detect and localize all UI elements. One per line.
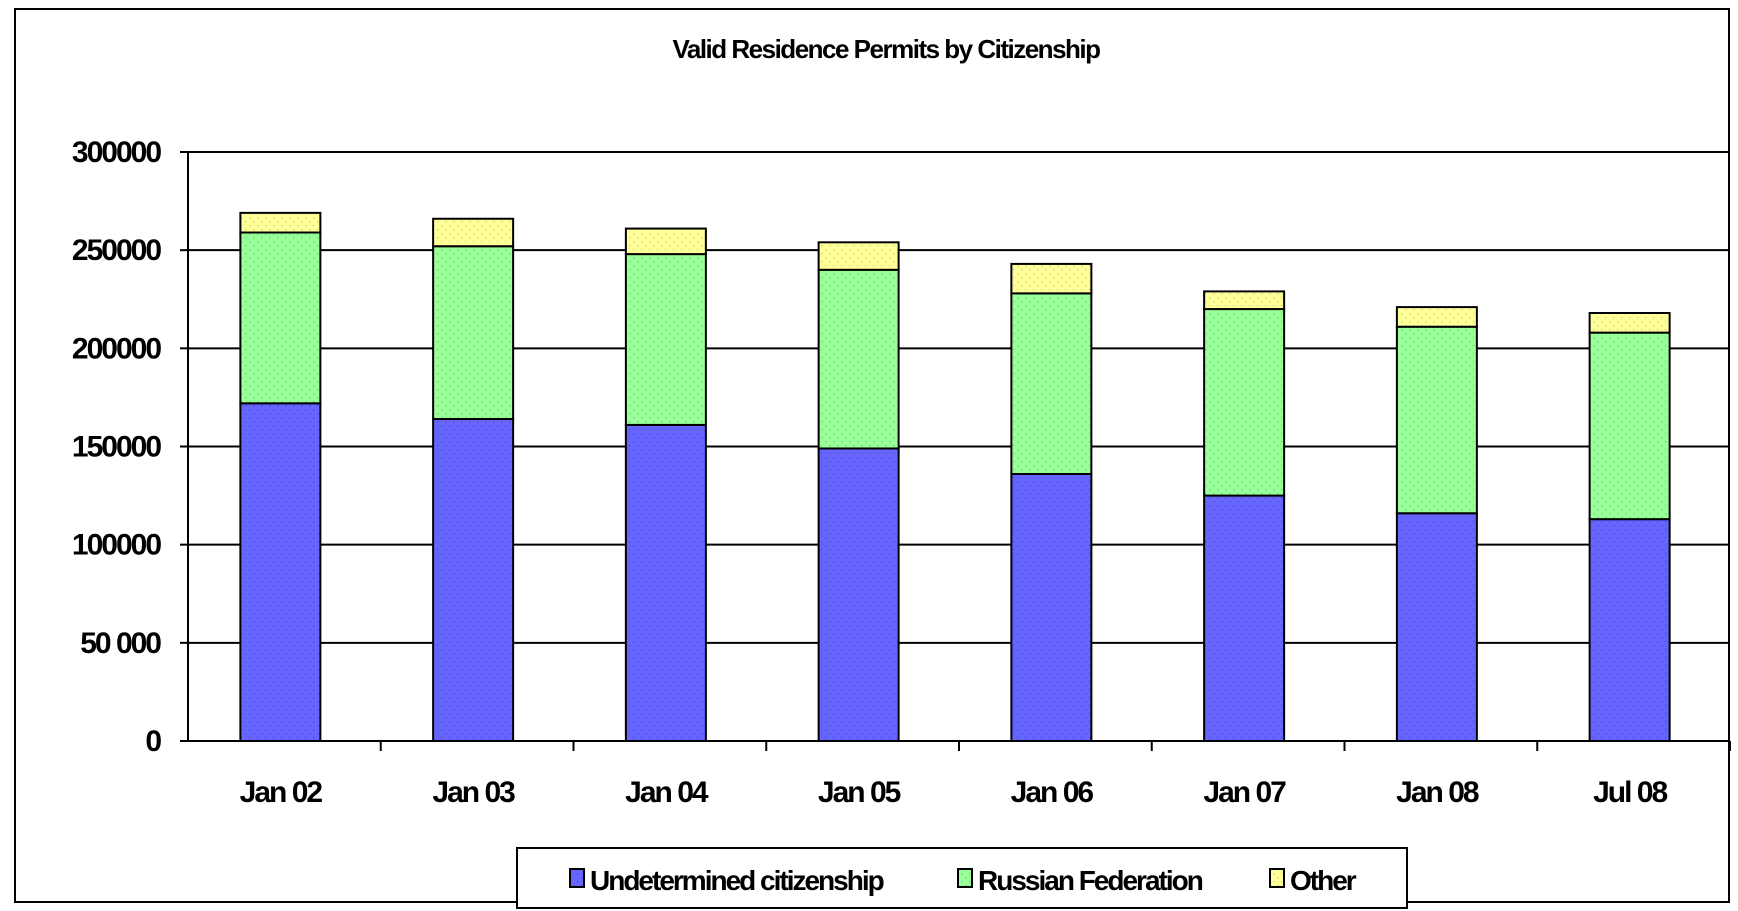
bar-segment [1395,325,1478,515]
legend-swatch [957,868,973,888]
bar-segment [1395,512,1478,743]
bars [239,211,1671,743]
bar-segment [432,245,515,421]
x-tick-label: Jul 08 [1593,776,1667,809]
gridlines [180,151,1730,742]
bar-segment [239,231,322,405]
bar-segment [1010,472,1093,742]
x-tick-label: Jan 05 [818,776,901,809]
bar-segment [1588,331,1671,521]
y-tick-label: 50 000 [80,627,161,660]
bar-segment [432,217,515,248]
legend-swatch [1269,868,1285,888]
bar-segment [239,211,322,234]
bar-segment [624,423,707,742]
bar-segment [1203,290,1286,311]
legend-label: Other [1290,865,1357,896]
x-tick-label: Jan 06 [1011,776,1094,809]
y-tick-label: 0 [145,725,161,758]
bar-segment [239,402,322,742]
y-tick-label: 150000 [72,431,161,464]
legend: Undetermined citizenship Russian Federati… [516,847,1408,909]
bar-segment [1010,262,1093,295]
bar-segment [1203,308,1286,497]
y-tick-label: 200000 [72,332,161,365]
x-axis-tick-labels: Jan 02 Jan 03 Jan 04 Jan 05 Jan 06 Jan 07 Jan … [240,776,1670,809]
legend-swatch [569,868,585,888]
bar-segment [817,447,900,742]
y-tick-label: 100000 [72,529,161,562]
x-tick-label: Jan 03 [432,776,515,809]
legend-label: Russian Federation [978,865,1203,896]
y-tick-label: 300000 [72,136,161,169]
bar-segment [817,241,900,271]
bar-segment [817,268,900,450]
x-tick-label: Jan 02 [240,776,323,809]
bar-segment [432,418,515,742]
x-tick-label: Jan 07 [1203,776,1286,809]
bar-segment [1010,292,1093,475]
legend-label: Undetermined citizenship [590,865,884,896]
bar-segment [624,227,707,256]
bar-segment [1588,311,1671,334]
x-tick-label: Jan 04 [625,776,709,809]
x-tick-label: Jan 08 [1396,776,1479,809]
bar-segment [1395,306,1478,328]
axes [187,152,1731,751]
bar-segment [1588,518,1671,742]
chart-title: Valid Residence Permits by Citizenship [672,34,1100,64]
bar-segment [1203,494,1286,743]
y-tick-label: 250000 [72,234,161,267]
bar-segment [624,253,707,426]
